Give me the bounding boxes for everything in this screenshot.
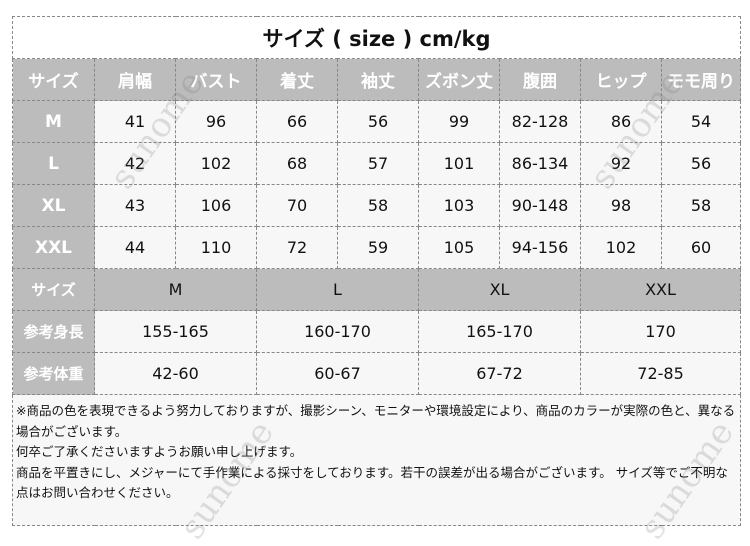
column-header: 腹囲 — [499, 58, 581, 101]
table-cell: 99 — [418, 100, 500, 143]
size-label: XXL — [12, 226, 95, 269]
table-cell: 56 — [660, 142, 742, 185]
table-cell: 43 — [94, 184, 176, 227]
table-cell: 96 — [175, 100, 257, 143]
table-cell: 67-72 — [418, 352, 581, 395]
table-cell: M — [94, 268, 257, 311]
table-cell: 60 — [660, 226, 742, 269]
table-cell: 110 — [175, 226, 257, 269]
table-cell: 68 — [256, 142, 338, 185]
table-cell: L — [256, 268, 419, 311]
table-cell: 165-170 — [418, 310, 581, 353]
table-cell: 82-128 — [499, 100, 581, 143]
fit-row: 参考体重 42-60 60-67 67-72 72-85 — [12, 352, 742, 395]
table-cell: 94-156 — [499, 226, 581, 269]
size-label: M — [12, 100, 95, 143]
row-label: 参考体重 — [12, 352, 95, 395]
table-cell: 103 — [418, 184, 500, 227]
table-cell: 72 — [256, 226, 338, 269]
table-cell: 70 — [256, 184, 338, 227]
table-cell: 105 — [418, 226, 500, 269]
table-cell: 58 — [337, 184, 419, 227]
table-cell: 44 — [94, 226, 176, 269]
size-chart: サイズ ( size ) cm/kg サイズ 肩幅 バスト 着丈 袖丈 ズボン丈 腹囲 ヒップ… — [11, 16, 742, 526]
row-label: サイズ — [12, 268, 95, 311]
table-cell: 102 — [175, 142, 257, 185]
table-cell: 54 — [660, 100, 742, 143]
table-row: M 41 96 66 56 99 82-128 86 54 — [12, 100, 742, 143]
size-label: L — [12, 142, 95, 185]
column-header: バスト — [175, 58, 257, 101]
table-cell: 60-67 — [256, 352, 419, 395]
table-cell: 56 — [337, 100, 419, 143]
table-row: XXL 44 110 72 59 105 94-156 102 60 — [12, 226, 742, 269]
fit-row: 参考身長 155-165 160-170 165-170 170 — [12, 310, 742, 353]
row-label: 参考身長 — [12, 310, 95, 353]
table-cell: 86-134 — [499, 142, 581, 185]
table-cell: 66 — [256, 100, 338, 143]
size-table: サイズ ( size ) cm/kg サイズ 肩幅 バスト 着丈 袖丈 ズボン丈 腹囲 ヒップ… — [11, 16, 742, 526]
column-header: モモ周り — [660, 58, 742, 101]
note-line: 何卒ご了承くださいますようお願い申し上げます。 — [16, 444, 303, 459]
table-cell: 42 — [94, 142, 176, 185]
table-cell: 160-170 — [256, 310, 419, 353]
column-header: 袖丈 — [337, 58, 419, 101]
table-cell: 98 — [580, 184, 662, 227]
table-cell: 92 — [580, 142, 662, 185]
column-header: 肩幅 — [94, 58, 176, 101]
column-header: ヒップ — [580, 58, 662, 101]
table-cell: 57 — [337, 142, 419, 185]
table-cell: XXL — [579, 268, 742, 311]
table-cell: 86 — [580, 100, 662, 143]
note-line: ※商品の色を表現できるよう努力しておりますが、撮影シーン、モニターや環境設定によ… — [16, 403, 736, 439]
column-header: サイズ — [12, 58, 95, 101]
column-header: 着丈 — [256, 58, 338, 101]
chart-title: サイズ ( size ) cm/kg — [11, 16, 742, 59]
fit-row: サイズ M L XL XXL — [12, 268, 742, 311]
table-cell: 101 — [418, 142, 500, 185]
table-cell: 106 — [175, 184, 257, 227]
table-cell: 59 — [337, 226, 419, 269]
table-cell: 155-165 — [94, 310, 257, 353]
table-row: L 42 102 68 57 101 86-134 92 56 — [12, 142, 742, 185]
notes: ※商品の色を表現できるよう努力しておりますが、撮影シーン、モニターや環境設定によ… — [11, 394, 742, 526]
table-cell: 102 — [580, 226, 662, 269]
column-header: ズボン丈 — [418, 58, 500, 101]
table-cell: 72-85 — [579, 352, 742, 395]
table-cell: 42-60 — [94, 352, 257, 395]
size-label: XL — [12, 184, 95, 227]
table-row: XL 43 106 70 58 103 90-148 98 58 — [12, 184, 742, 227]
table-cell: 41 — [94, 100, 176, 143]
table-cell: 170 — [579, 310, 742, 353]
table-cell: 90-148 — [499, 184, 581, 227]
note-line: 商品を平置きにし、メジャーにて手作業による採寸をしております。若干の誤差が出る場… — [16, 464, 728, 501]
table-cell: XL — [418, 268, 581, 311]
table-cell: 58 — [660, 184, 742, 227]
header-row: サイズ 肩幅 バスト 着丈 袖丈 ズボン丈 腹囲 ヒップ モモ周り — [12, 58, 742, 101]
